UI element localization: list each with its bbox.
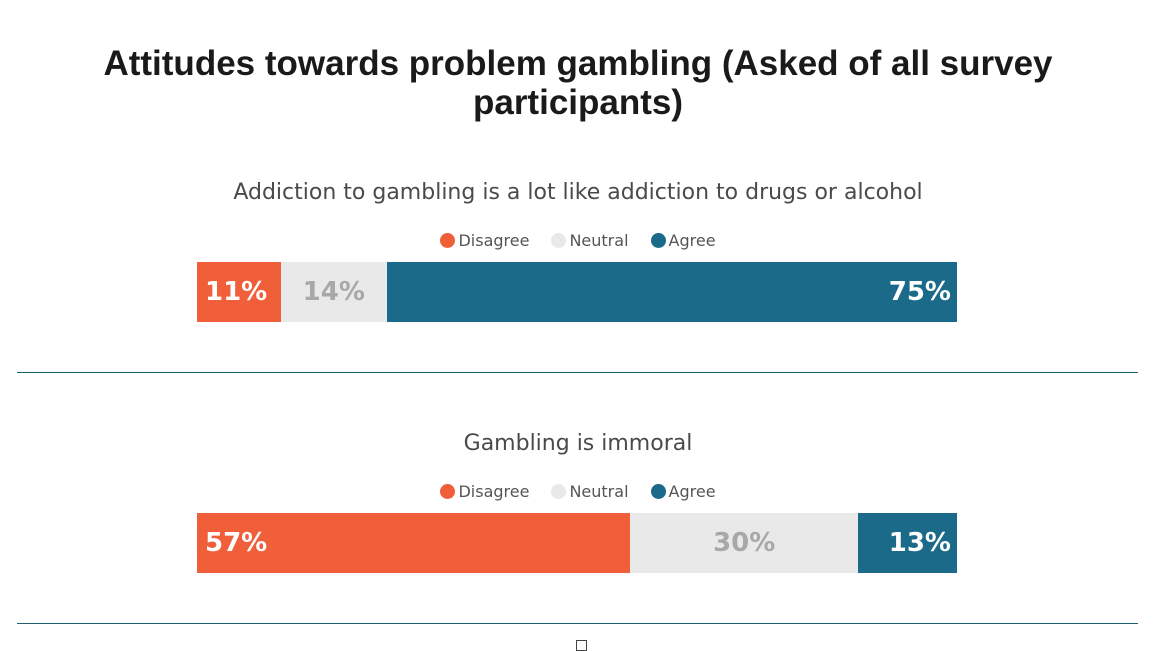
legend-swatch-disagree xyxy=(440,484,456,499)
legend-item-neutral: Neutral xyxy=(551,231,629,250)
legend-label-neutral: Neutral xyxy=(569,231,629,250)
main-title: Attitudes towards problem gambling (Aske… xyxy=(103,44,1053,122)
legend-label-disagree: Disagree xyxy=(458,231,530,250)
data-label-neutral: 14% xyxy=(302,277,365,307)
bar-segment-neutral: 30% xyxy=(630,513,859,573)
legend-swatch-agree xyxy=(650,484,666,499)
legend: Disagree Neutral Agree xyxy=(0,231,1156,250)
divider xyxy=(17,372,1138,373)
data-label-neutral: 30% xyxy=(713,528,776,558)
legend-swatch-agree xyxy=(650,233,666,248)
legend-swatch-neutral xyxy=(551,233,567,248)
data-label-agree: 75% xyxy=(888,277,951,307)
bar-segment-agree: 75% xyxy=(386,262,957,322)
stacked-bar: 57% 30% 13% xyxy=(197,513,957,573)
stacked-bar: 11% 14% 75% xyxy=(197,262,957,322)
legend-label-agree: Agree xyxy=(668,482,716,501)
legend-item-disagree: Disagree xyxy=(440,482,529,501)
legend: Disagree Neutral Agree xyxy=(0,482,1156,501)
legend-swatch-neutral xyxy=(551,484,567,499)
data-label-disagree: 11% xyxy=(205,277,268,307)
legend-item-agree: Agree xyxy=(650,482,716,501)
bar-segment-disagree: 11% xyxy=(197,262,281,322)
chart-title: Gambling is immoral xyxy=(463,431,693,456)
bar-segment-neutral: 14% xyxy=(280,262,387,322)
bar-segment-disagree: 57% xyxy=(197,513,631,573)
legend-label-agree: Agree xyxy=(668,231,716,250)
legend-label-neutral: Neutral xyxy=(569,482,629,501)
chart-title: Addiction to gambling is a lot like addi… xyxy=(233,180,923,205)
data-label-agree: 13% xyxy=(888,528,951,558)
legend-swatch-disagree xyxy=(440,233,456,248)
legend-item-agree: Agree xyxy=(650,231,716,250)
divider xyxy=(17,623,1138,624)
legend-label-disagree: Disagree xyxy=(458,482,530,501)
legend-item-neutral: Neutral xyxy=(551,482,629,501)
data-label-disagree: 57% xyxy=(205,528,268,558)
bar-segment-agree: 13% xyxy=(858,513,957,573)
legend-item-disagree: Disagree xyxy=(440,231,529,250)
